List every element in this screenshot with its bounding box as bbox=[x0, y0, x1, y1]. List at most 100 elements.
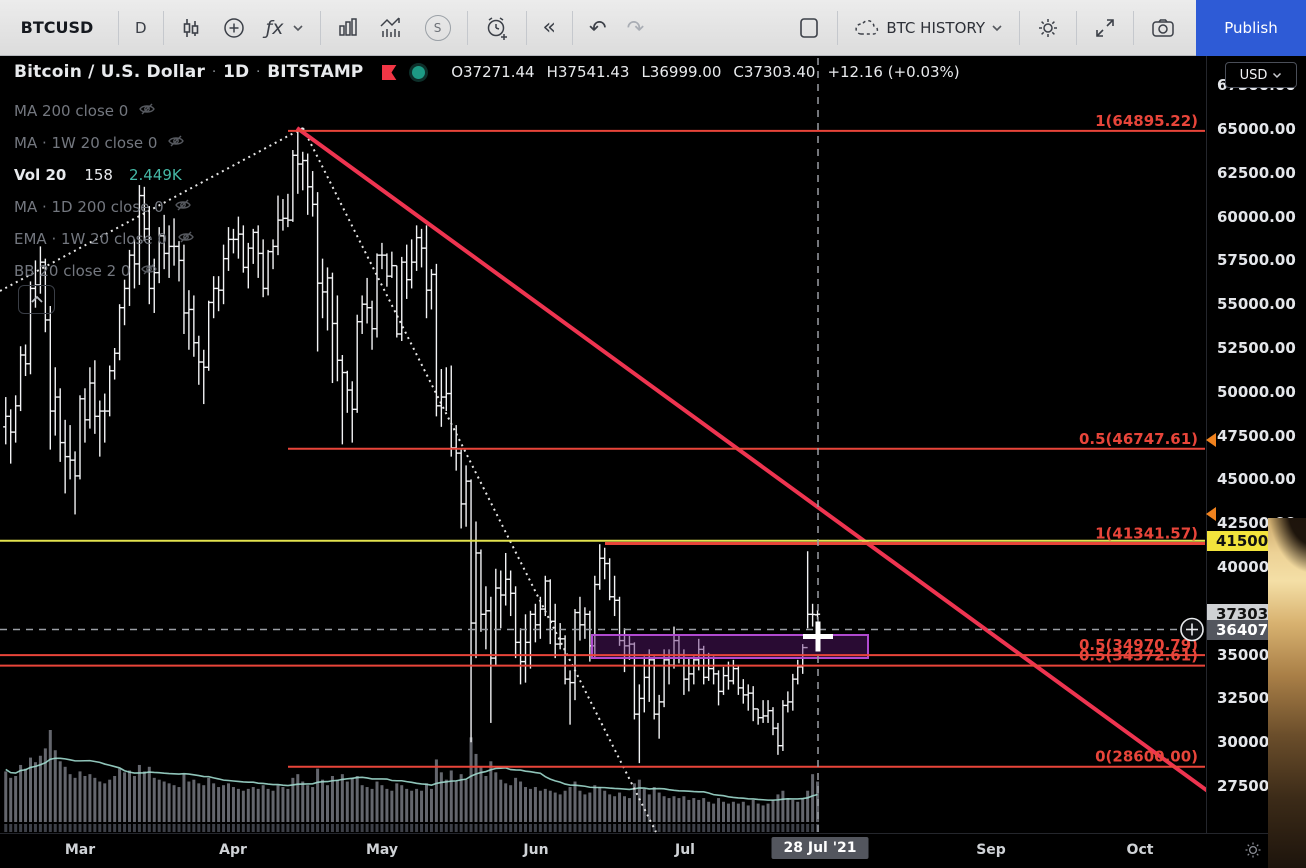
volume-bar bbox=[246, 788, 250, 822]
open-value: O37271.44 bbox=[451, 63, 535, 81]
volume-bar bbox=[801, 798, 805, 822]
expand-arrows-icon bbox=[1093, 16, 1117, 40]
volume-bar bbox=[751, 799, 755, 822]
indicator-label: MA · 1D 200 close 0 bbox=[14, 198, 164, 216]
volume-bar bbox=[400, 785, 404, 822]
volume-bar bbox=[717, 798, 721, 822]
volume-bar bbox=[707, 801, 711, 822]
volume-bar bbox=[613, 796, 617, 822]
indicator-label: EMA · 1W 20 close 0 bbox=[14, 230, 167, 248]
price-tick: 47500.00 bbox=[1217, 426, 1296, 445]
toolbar-separator bbox=[1076, 10, 1077, 45]
price-tick: 65000.00 bbox=[1217, 120, 1296, 138]
volume-bar bbox=[14, 776, 18, 822]
volume-bar bbox=[771, 799, 775, 822]
undo-button[interactable]: ↶ bbox=[588, 15, 607, 40]
currency-select[interactable]: USD bbox=[1225, 62, 1297, 88]
volume-bar bbox=[241, 790, 245, 822]
time-axis[interactable]: 28 Jul '21 Mar Apr May Jun Jul Sep Oct bbox=[0, 833, 1306, 868]
chevron-up-icon bbox=[30, 295, 43, 303]
separator-dot: · bbox=[256, 64, 261, 80]
indicator-row-volume[interactable]: Vol 20 158 2.449K bbox=[14, 159, 195, 191]
volume-bar bbox=[558, 794, 562, 822]
volume-bar bbox=[321, 779, 325, 822]
chevron-down-icon bbox=[991, 24, 1003, 32]
eye-off-icon[interactable] bbox=[174, 197, 192, 217]
brightness-icon[interactable] bbox=[1244, 841, 1262, 863]
volume-bar bbox=[157, 779, 161, 822]
volume-bar bbox=[563, 790, 567, 822]
volume-bar bbox=[222, 785, 226, 822]
chart-pane[interactable]: 1(64895.22) 0.5(46747.61) 1(41341.57) 0.5(3… bbox=[0, 56, 1206, 833]
separator-dot: · bbox=[212, 64, 217, 80]
volume-bar bbox=[652, 787, 656, 822]
volume-bar bbox=[524, 787, 527, 822]
screenshot-button[interactable] bbox=[1140, 8, 1186, 48]
volume-bar bbox=[776, 794, 780, 822]
month-tick-apr: Apr bbox=[219, 842, 247, 858]
volume-bar bbox=[712, 803, 716, 822]
volume-bar bbox=[538, 790, 542, 822]
volume-bar bbox=[217, 787, 221, 822]
indicator-row-ma1d[interactable]: MA · 1D 200 close 0 bbox=[14, 191, 195, 223]
indicator-row-ma1w[interactable]: MA · 1W 20 close 0 bbox=[14, 127, 195, 159]
exchange-label: BITSTAMP bbox=[267, 62, 364, 82]
change-value: +12.16 (+0.03%) bbox=[827, 63, 960, 81]
volume-bar bbox=[296, 774, 300, 822]
volume-bar bbox=[662, 796, 666, 822]
interval-button[interactable]: D bbox=[135, 18, 147, 37]
indicator-row-bb[interactable]: BB 20 close 2 0 bbox=[14, 255, 195, 287]
redo-button[interactable]: ↷ bbox=[626, 15, 645, 40]
volume-bar bbox=[533, 787, 537, 822]
volume-bar bbox=[786, 798, 790, 822]
eye-off-icon[interactable] bbox=[138, 101, 156, 121]
volume-bar bbox=[528, 788, 532, 822]
flag-icon[interactable] bbox=[381, 63, 398, 81]
volume-bar bbox=[484, 776, 488, 822]
indicator-row-ma200[interactable]: MA 200 close 0 bbox=[14, 95, 195, 127]
cloud-save-button[interactable]: BTC HISTORY bbox=[844, 8, 1013, 48]
chart-style-button[interactable] bbox=[170, 8, 212, 48]
price-tick: 52500.00 bbox=[1217, 339, 1296, 357]
top-toolbar: BTCUSD D ƒx S « ↶ ↷ bbox=[0, 0, 1306, 56]
templates-button[interactable] bbox=[327, 8, 369, 48]
volume-bar bbox=[642, 788, 646, 822]
volume-bar bbox=[766, 803, 770, 822]
eye-off-icon[interactable] bbox=[140, 261, 158, 281]
volume-bar bbox=[514, 777, 518, 822]
volume-bar bbox=[311, 787, 315, 822]
price-tick: 50000.00 bbox=[1217, 382, 1296, 401]
volume-bar bbox=[276, 785, 280, 822]
volume-bar bbox=[811, 774, 815, 822]
chart-legend[interactable]: Bitcoin / U.S. Dollar · 1D · BITSTAMP O3… bbox=[14, 62, 960, 82]
eye-off-icon[interactable] bbox=[177, 229, 195, 249]
volume-bar bbox=[568, 787, 572, 822]
alert-button[interactable] bbox=[474, 8, 520, 48]
compare-button[interactable] bbox=[212, 8, 256, 48]
downtrend-line bbox=[295, 126, 1206, 793]
publish-button[interactable]: Publish bbox=[1196, 0, 1306, 56]
interval-label: 1D bbox=[223, 62, 250, 82]
layout-select-button[interactable] bbox=[787, 8, 831, 48]
replay-button[interactable]: « bbox=[542, 15, 556, 40]
volume-bar bbox=[345, 781, 349, 822]
toolbar-separator bbox=[466, 10, 468, 45]
fullscreen-button[interactable] bbox=[1083, 8, 1127, 48]
strategy-badge[interactable]: S bbox=[415, 8, 461, 48]
volume-bar bbox=[632, 783, 636, 822]
volume-bar bbox=[48, 730, 52, 822]
volume-bar bbox=[603, 790, 607, 822]
volume-bar bbox=[796, 801, 800, 822]
forecast-button[interactable] bbox=[369, 8, 415, 48]
indicator-row-ema[interactable]: EMA · 1W 20 close 0 bbox=[14, 223, 195, 255]
collapse-indicators-button[interactable] bbox=[18, 285, 55, 314]
eye-off-icon[interactable] bbox=[167, 133, 185, 153]
symbol-button[interactable]: BTCUSD bbox=[20, 18, 94, 37]
volume-bar bbox=[197, 783, 201, 822]
settings-button[interactable] bbox=[1026, 8, 1070, 48]
volume-bar bbox=[271, 790, 275, 822]
volume-bar bbox=[726, 803, 730, 822]
indicators-button[interactable]: ƒx bbox=[256, 8, 314, 48]
volume-bar bbox=[756, 803, 760, 822]
volume-bar bbox=[375, 781, 379, 822]
